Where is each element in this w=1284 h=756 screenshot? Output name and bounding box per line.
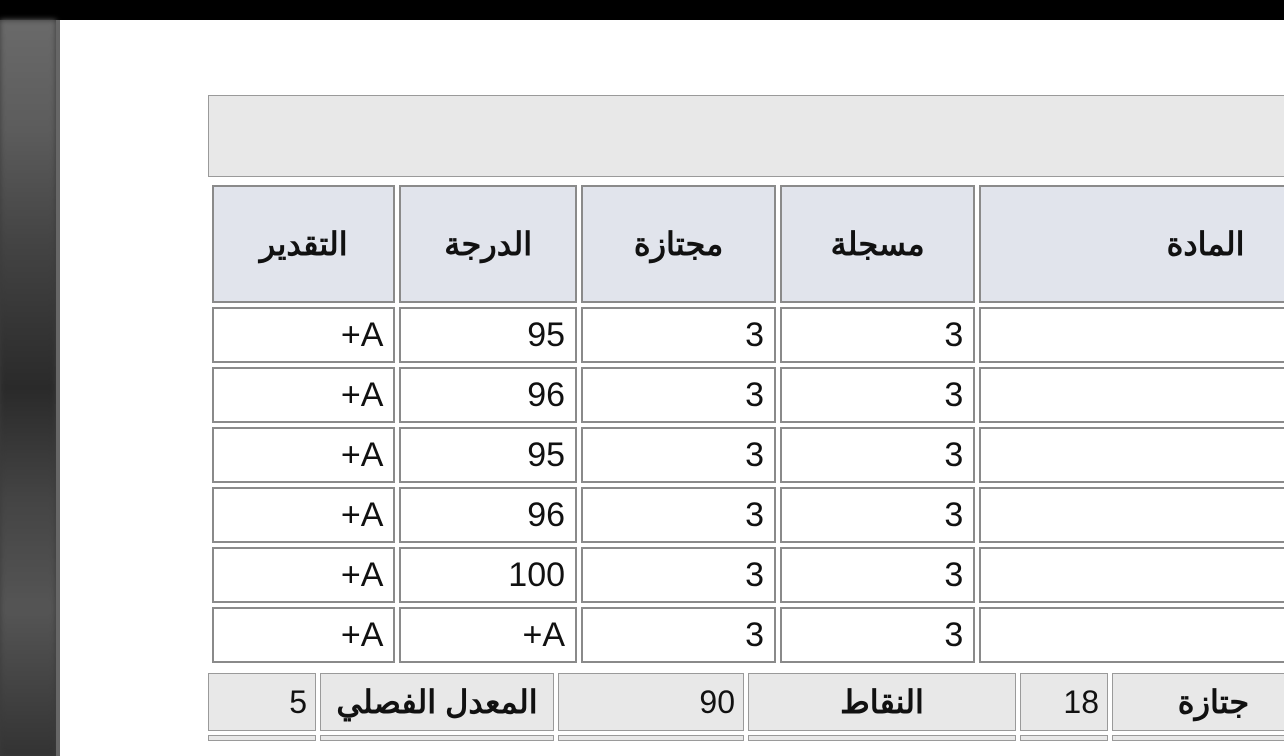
- thin-separator-row: [208, 735, 1284, 741]
- cell-score: 100: [399, 547, 577, 603]
- cell-passed: 3: [581, 487, 776, 543]
- cell-grade: +A: [212, 547, 395, 603]
- cell-reg: 3: [780, 427, 975, 483]
- cell-passed: 3: [581, 307, 776, 363]
- document-page: التقدير الدرجة مجتازة مسجلة المادة +A 95…: [56, 20, 1284, 756]
- summary-row: 5 المعدل الفصلي 90 النقاط 18 جتازة: [208, 673, 1284, 731]
- table-row: +A 100 3 3: [212, 547, 1284, 603]
- cell-score: 96: [399, 487, 577, 543]
- content-region: التقدير الدرجة مجتازة مسجلة المادة +A 95…: [208, 95, 1284, 741]
- table-row: +A 95 3 3: [212, 307, 1284, 363]
- summary-label-passed: جتازة: [1112, 673, 1284, 731]
- cell-reg: 3: [780, 367, 975, 423]
- cell-score: 95: [399, 427, 577, 483]
- summary-value-passed: 18: [1020, 673, 1108, 731]
- table-row: +A 96 3 3 أ: [212, 367, 1284, 423]
- cell-grade: +A: [212, 307, 395, 363]
- cell-reg: 3: [780, 487, 975, 543]
- cell-reg: 3: [780, 307, 975, 363]
- cell-reg: 3: [780, 547, 975, 603]
- table-row: +A +A 3 3: [212, 607, 1284, 663]
- cell-passed: 3: [581, 607, 776, 663]
- cell-grade: +A: [212, 607, 395, 663]
- cell-reg: 3: [780, 607, 975, 663]
- cell-grade: +A: [212, 487, 395, 543]
- cell-subject: [979, 547, 1284, 603]
- table-row: +A 96 3 3 ي: [212, 487, 1284, 543]
- table-row: +A 95 3 3: [212, 427, 1284, 483]
- table-title-band: [208, 95, 1284, 177]
- th-grade: التقدير: [212, 185, 395, 303]
- cell-subject: [979, 607, 1284, 663]
- cell-score: 95: [399, 307, 577, 363]
- cell-score: +A: [399, 607, 577, 663]
- blurred-background-strip: [0, 20, 56, 756]
- th-subject: المادة: [979, 185, 1284, 303]
- th-passed: مجتازة: [581, 185, 776, 303]
- cell-grade: +A: [212, 367, 395, 423]
- cell-passed: 3: [581, 367, 776, 423]
- cell-passed: 3: [581, 427, 776, 483]
- cell-subject: [979, 307, 1284, 363]
- table-header-row: التقدير الدرجة مجتازة مسجلة المادة: [212, 185, 1284, 303]
- cell-passed: 3: [581, 547, 776, 603]
- summary-value-gpa-denom: 5: [208, 673, 316, 731]
- cell-subject: أ: [979, 367, 1284, 423]
- summary-value-points: 90: [558, 673, 744, 731]
- window-topbar: [0, 0, 1284, 20]
- cell-subject: [979, 427, 1284, 483]
- summary-label-gpa: المعدل الفصلي: [320, 673, 554, 731]
- th-score: الدرجة: [399, 185, 577, 303]
- summary-label-points: النقاط: [748, 673, 1016, 731]
- cell-subject: ي: [979, 487, 1284, 543]
- th-reg: مسجلة: [780, 185, 975, 303]
- cell-grade: +A: [212, 427, 395, 483]
- cell-score: 96: [399, 367, 577, 423]
- grades-table: التقدير الدرجة مجتازة مسجلة المادة +A 95…: [208, 181, 1284, 667]
